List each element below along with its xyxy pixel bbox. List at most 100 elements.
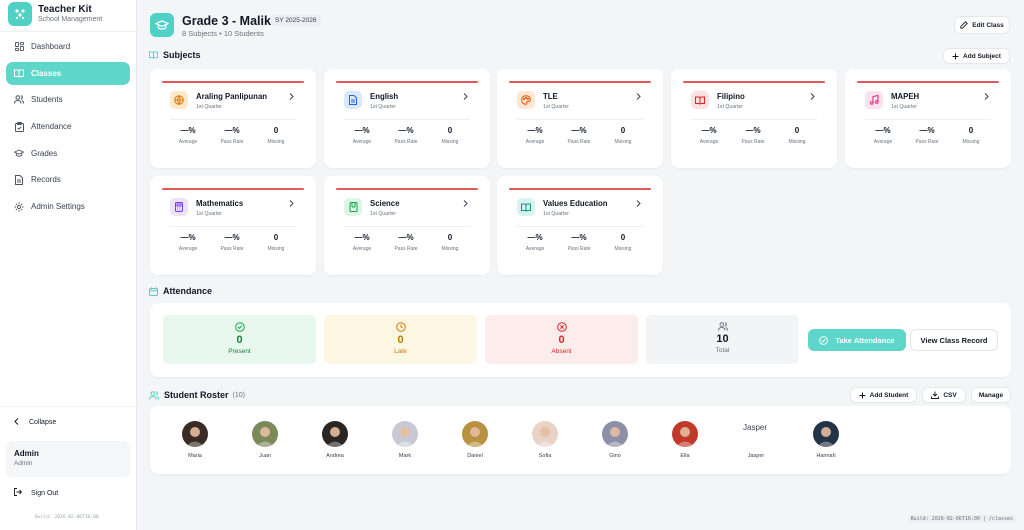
missing-value: 0 [447, 233, 453, 242]
average-label: Average [178, 139, 198, 145]
late-label: Late [394, 348, 407, 355]
progress-bar [683, 81, 825, 83]
sidebar-item-students[interactable]: Students [6, 88, 130, 111]
student-item[interactable]: Juan [240, 421, 290, 459]
average-stat: —% Average [342, 126, 382, 145]
add-student-label: Add Student [869, 391, 909, 399]
subject-quarter: 1st Quarter [717, 104, 743, 110]
school-year-badge: SY 2025-2026 [270, 15, 322, 26]
sidebar-item-attendance[interactable]: Attendance [6, 115, 130, 138]
subject-card[interactable]: English 1st Quarter —% Average —% Pass Rate 0 M… [324, 69, 490, 168]
sidebar-item-dashboard[interactable]: Dashboard [6, 35, 130, 58]
average-label: Average [699, 139, 719, 145]
pass-rate-value: —% [571, 233, 587, 242]
student-name: Andrea [326, 453, 344, 459]
add-subject-button[interactable]: Add Subject [943, 48, 1010, 64]
sidebar-item-label: Admin Settings [31, 202, 85, 212]
add-student-button[interactable]: Add Student [850, 387, 917, 403]
roster-heading: Student Roster (10) [149, 390, 245, 400]
view-class-record-button[interactable]: View Class Record [910, 329, 998, 351]
pass-rate-stat: —% Pass Rate [212, 126, 252, 145]
average-value: —% [875, 126, 891, 135]
average-label: Average [525, 246, 545, 252]
csv-button[interactable]: CSV [922, 387, 966, 403]
subject-card[interactable]: Filipino 1st Quarter —% Average —% Pass Rate 0… [671, 69, 837, 168]
sidebar-item-grades[interactable]: Grades [6, 142, 130, 165]
divider [344, 119, 470, 120]
brand[interactable]: Teacher Kit School Management [0, 1, 136, 27]
sign-out-button[interactable]: Sign Out [14, 488, 58, 498]
sidebar-item-classes[interactable]: Classes [6, 61, 130, 85]
manage-button[interactable]: Manage [971, 387, 1011, 403]
subject-quarter: 1st Quarter [370, 211, 396, 217]
missing-label: Missing [614, 139, 632, 145]
add-subject-label: Add Subject [963, 52, 1001, 60]
missing-label: Missing [267, 139, 285, 145]
pass-rate-label: Pass Rate [394, 139, 418, 145]
average-value: —% [701, 126, 717, 135]
student-item[interactable]: Gino [590, 421, 640, 459]
pass-rate-label: Pass Rate [220, 139, 244, 145]
avatar [322, 421, 348, 447]
subject-card[interactable]: TLE 1st Quarter —% Average —% Pass Rate 0 Missi… [497, 69, 663, 168]
student-item[interactable]: Hannah [801, 421, 851, 459]
book-icon [14, 68, 24, 78]
take-attendance-label: Take Attendance [835, 335, 895, 345]
student-item[interactable]: Mark [380, 421, 430, 459]
subject-quarter: 1st Quarter [196, 211, 222, 217]
student-item[interactable]: Maria [170, 421, 220, 459]
pass-rate-label: Pass Rate [915, 139, 939, 145]
palette-icon [517, 91, 535, 109]
users-icon [646, 322, 799, 331]
subject-card[interactable]: Mathematics 1st Quarter —% Average —% Pass Ra… [150, 176, 316, 275]
subject-card[interactable]: MAPEH 1st Quarter —% Average —% Pass Rate 0 Mis… [845, 69, 1011, 168]
total-value: 10 [716, 333, 729, 345]
collapse-button[interactable]: Collapse [14, 418, 56, 427]
avatar [602, 421, 628, 447]
user-name: Admin [14, 449, 39, 458]
chevron-right-icon[interactable] [636, 199, 641, 209]
user-card[interactable]: Admin Admin [6, 441, 130, 477]
subject-card[interactable]: Araling Panlipunan 1st Quarter —% Average —%… [150, 69, 316, 168]
avatar: Jasper [743, 421, 769, 447]
chevron-right-icon[interactable] [463, 92, 468, 102]
pass-rate-value: —% [224, 126, 240, 135]
chevron-right-icon[interactable] [810, 92, 815, 102]
subject-card[interactable]: Science 1st Quarter —% Average —% Pass Rate 0 M… [324, 176, 490, 275]
chevron-right-icon[interactable] [636, 92, 641, 102]
sidebar-item-admin-settings[interactable]: Admin Settings [6, 195, 130, 218]
pass-rate-value: —% [224, 233, 240, 242]
check-circle-icon [163, 322, 316, 332]
sidebar-item-label: Classes [31, 68, 62, 78]
collapse-label: Collapse [29, 419, 57, 426]
users-icon [14, 95, 24, 105]
student-item[interactable]: Andrea [310, 421, 360, 459]
sidebar-item-records[interactable]: Records [6, 168, 130, 191]
logout-icon [14, 488, 23, 498]
open-book-icon [691, 91, 709, 109]
divider [691, 119, 817, 120]
chevron-right-icon[interactable] [289, 92, 294, 102]
take-attendance-button[interactable]: Take Attendance [808, 329, 906, 351]
student-item[interactable]: Ella [660, 421, 710, 459]
pass-rate-stat: —% Pass Rate [212, 233, 252, 252]
subject-card[interactable]: Values Education 1st Quarter —% Average —% Pa… [497, 176, 663, 275]
chevron-right-icon[interactable] [289, 199, 294, 209]
pass-rate-value: —% [398, 126, 414, 135]
chevron-right-icon[interactable] [463, 199, 468, 209]
divider [170, 119, 296, 120]
pass-rate-stat: —% Pass Rate [559, 233, 599, 252]
average-label: Average [352, 246, 372, 252]
student-name: Juan [259, 453, 271, 459]
student-item[interactable]: Daniel [450, 421, 500, 459]
missing-label: Missing [614, 246, 632, 252]
progress-bar [857, 81, 999, 83]
student-item[interactable]: Sofia [520, 421, 570, 459]
missing-stat: 0 Missing [603, 126, 643, 145]
roster-panel [150, 406, 1011, 474]
present-value: 0 [236, 334, 243, 346]
chevron-right-icon[interactable] [984, 92, 989, 102]
student-item[interactable]: Jasper Jasper [731, 421, 781, 459]
missing-value: 0 [794, 126, 800, 135]
edit-class-button[interactable]: Edit Class [954, 16, 1010, 34]
